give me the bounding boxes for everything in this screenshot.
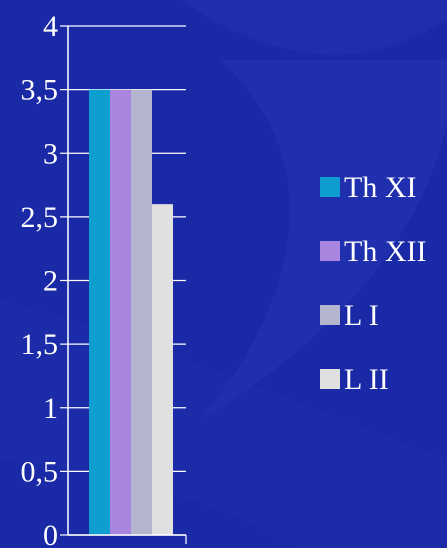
legend-label-th-xii: Th XII — [344, 235, 426, 268]
legend-label-th-xi: Th XI — [344, 171, 416, 204]
y-tick-label: 0,5 — [21, 455, 59, 488]
legend-label-l-i: L I — [344, 299, 379, 332]
y-tick-label: 3 — [43, 137, 58, 170]
legend-swatch-th-xii — [320, 241, 340, 261]
axes — [60, 25, 187, 544]
y-tick-label: 2 — [43, 265, 58, 298]
y-tick-label: 1,5 — [21, 328, 59, 361]
legend-swatch-l-ii — [320, 369, 340, 389]
legend-label-l-ii: L II — [344, 363, 389, 396]
bar-th-xii — [110, 89, 131, 535]
legend-swatch-th-xi — [320, 177, 340, 197]
legend: Th XI Th XII L I L II — [320, 171, 426, 396]
y-tick-label: 2,5 — [21, 201, 59, 234]
y-tick-label: 1 — [43, 392, 58, 425]
y-tick-labels: 0 0,5 1 1,5 2 2,5 3 3,5 4 — [21, 10, 59, 548]
bar-th-xi — [89, 89, 110, 535]
legend-swatch-l-i — [320, 305, 340, 325]
y-tick-label: 0 — [43, 519, 58, 548]
y-tick-label: 3,5 — [21, 74, 59, 107]
bars — [89, 89, 173, 535]
y-tick-label: 4 — [43, 10, 58, 43]
bar-l-ii — [152, 204, 173, 535]
bar-l-i — [131, 89, 152, 535]
